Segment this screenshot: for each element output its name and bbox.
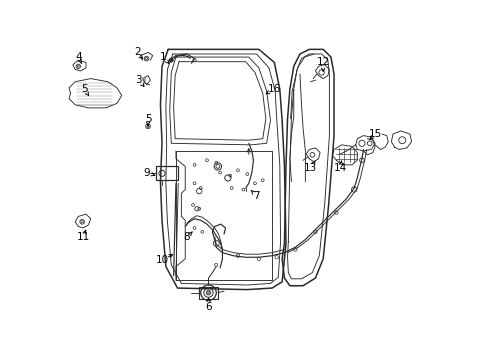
Text: 8: 8 (183, 232, 190, 242)
Text: 14: 14 (334, 163, 347, 173)
Text: 5: 5 (145, 114, 151, 123)
Text: 3: 3 (135, 75, 142, 85)
Bar (156, 166, 177, 180)
Text: 12: 12 (317, 58, 330, 67)
Text: 13: 13 (304, 163, 318, 173)
Text: 6: 6 (205, 302, 212, 311)
Text: 15: 15 (368, 129, 382, 139)
Text: 11: 11 (76, 232, 90, 242)
Text: 9: 9 (143, 167, 150, 177)
Text: 1: 1 (160, 52, 167, 62)
Text: 4: 4 (75, 52, 82, 62)
Text: 10: 10 (155, 255, 169, 265)
Text: 2: 2 (134, 48, 141, 58)
Text: 16: 16 (268, 84, 281, 94)
Bar (199, 287, 218, 299)
Circle shape (206, 291, 211, 295)
Text: 5: 5 (81, 84, 88, 94)
Circle shape (170, 58, 173, 62)
Text: 7: 7 (253, 191, 260, 201)
